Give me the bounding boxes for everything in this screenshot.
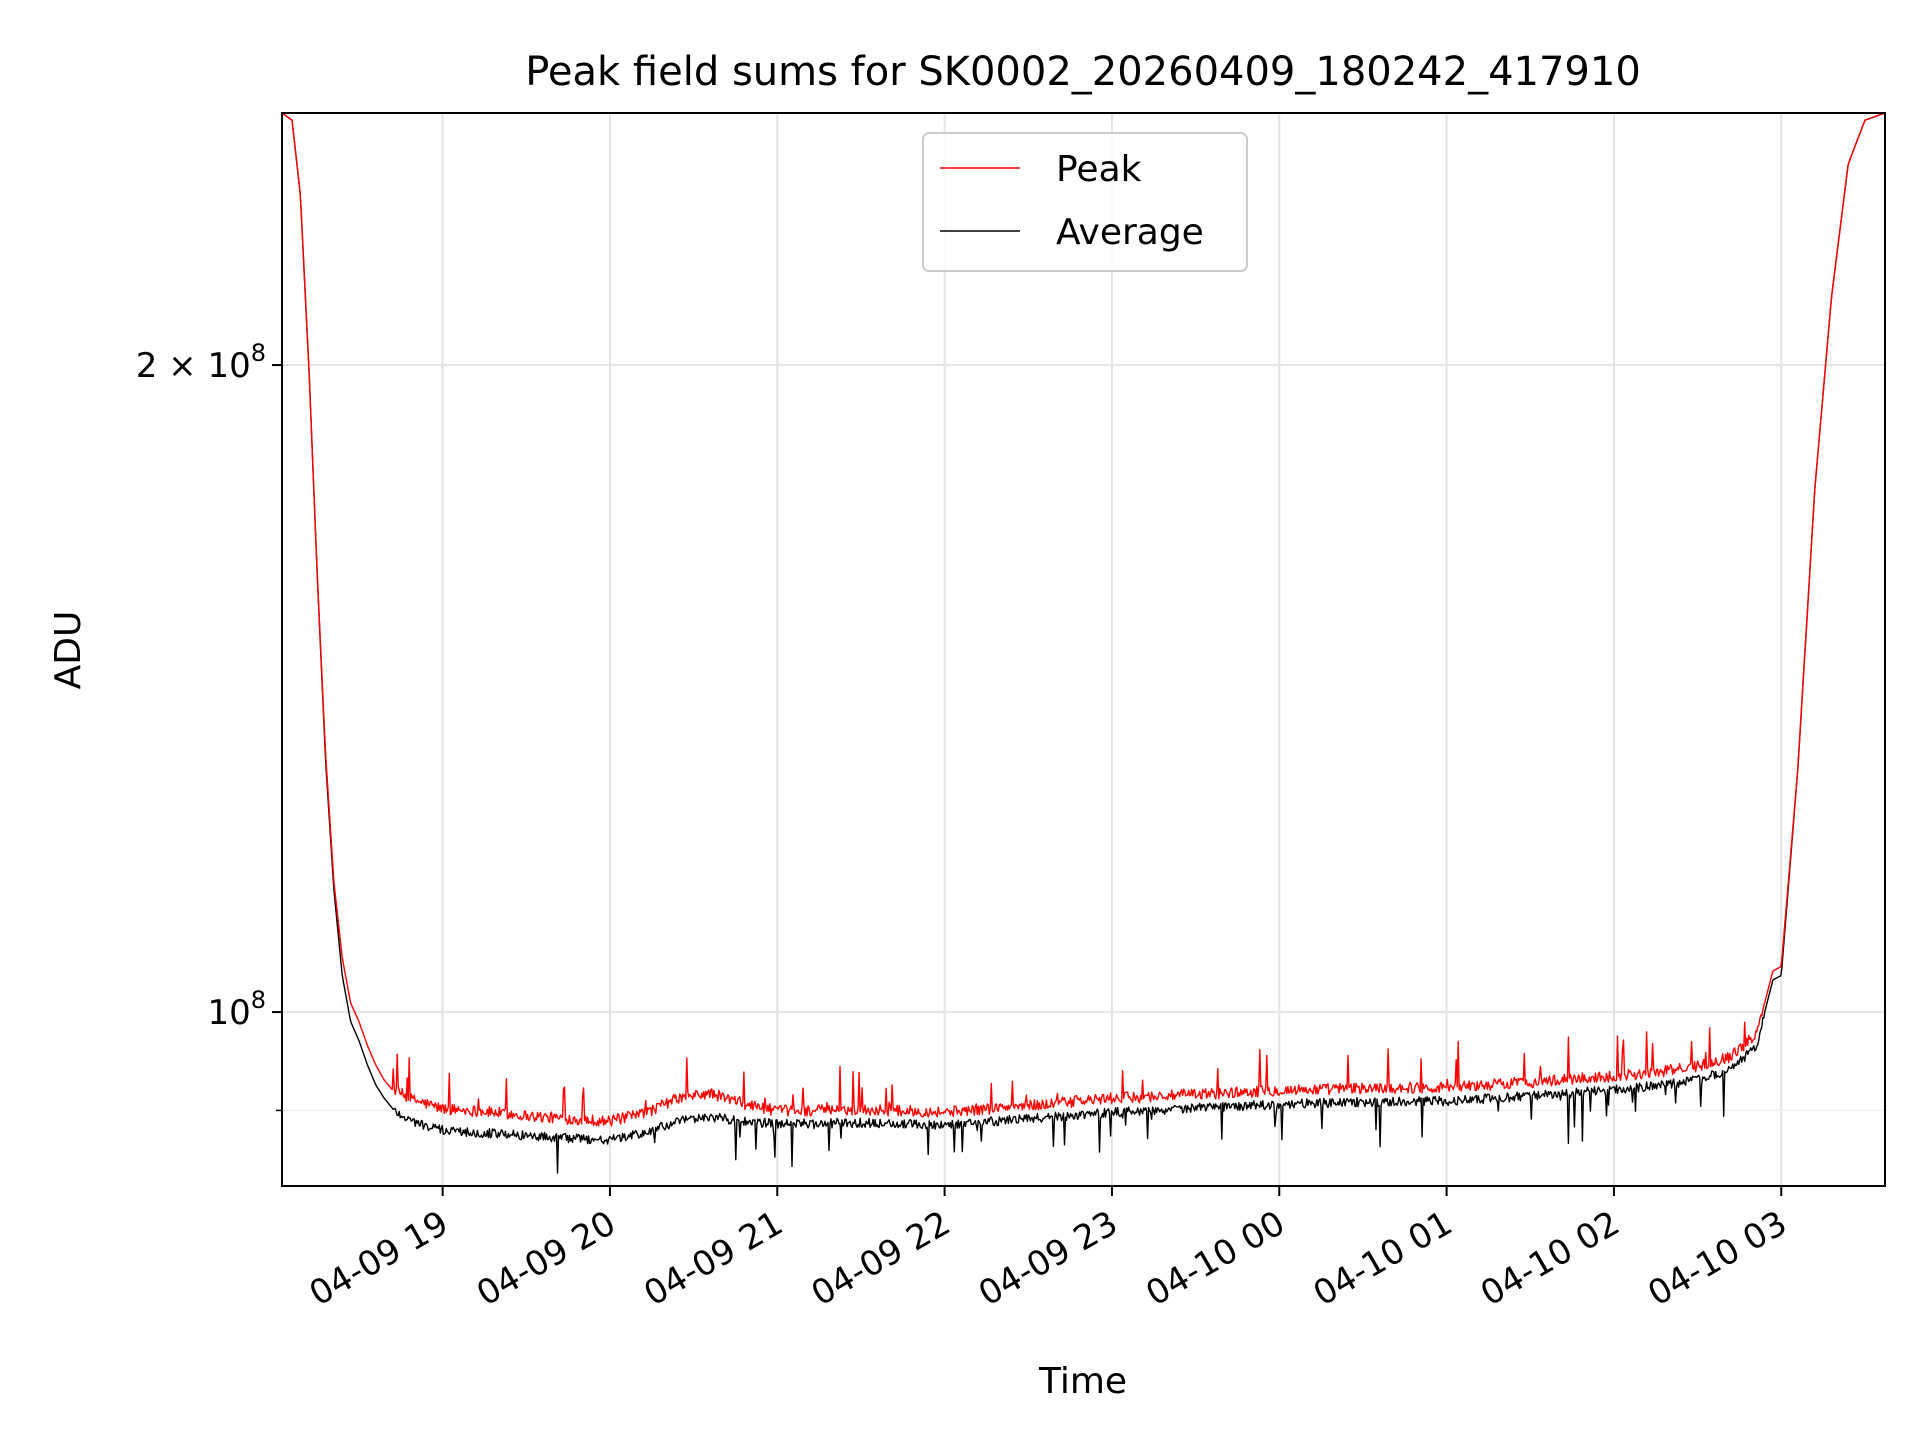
legend-label-peak: Peak <box>1056 149 1142 190</box>
series-line-peak <box>282 113 1885 1127</box>
legend: Peak Average <box>922 132 1248 272</box>
series-line-average <box>282 113 1885 1174</box>
chart-title: Peak field sums for SK0002_20260409_1802… <box>525 49 1641 95</box>
y-tick-exponent: 8 <box>251 339 266 367</box>
legend-label-average: Average <box>1056 212 1204 253</box>
y-tick-mantissa: 2 × <box>136 346 208 386</box>
grid-lines <box>282 113 1885 1186</box>
y-tick-label: 2 × 108 <box>136 339 266 386</box>
x-axis-label: Time <box>1038 1361 1127 1402</box>
y-tick-label: 108 <box>207 986 266 1033</box>
y-tick-base: 10 <box>207 993 250 1033</box>
y-tick-exponent: 8 <box>251 986 266 1014</box>
plot-frame <box>281 112 1886 1187</box>
series-layer <box>282 113 1885 1174</box>
y-axis-label: ADU <box>48 611 89 690</box>
y-tick-base: 10 <box>207 346 250 386</box>
